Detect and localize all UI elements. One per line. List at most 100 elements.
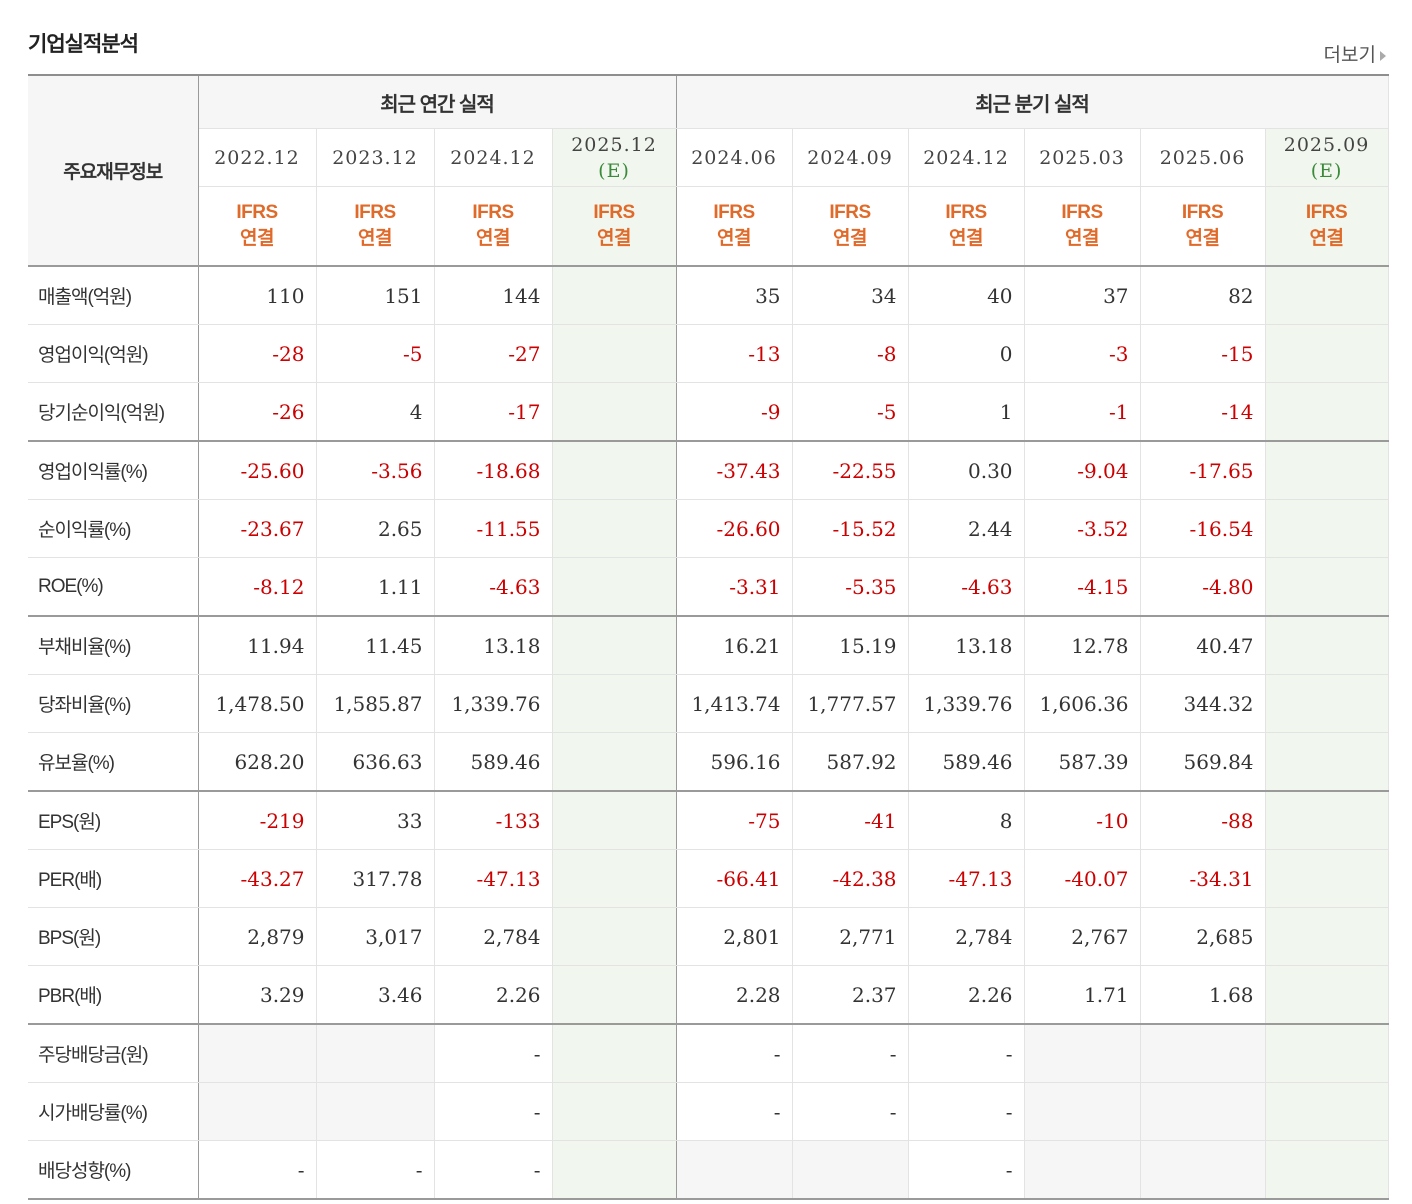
table-row: 영업이익률(%) -25.60 -3.56 -18.68 -37.43 -22.55 0.3… [28, 441, 1389, 500]
table-cell: 1,339.76 [908, 674, 1025, 733]
table-cell [1140, 1024, 1266, 1083]
table-cell: 1,478.50 [198, 674, 317, 733]
table-cell: 1.11 [316, 557, 435, 617]
table-cell [552, 849, 677, 908]
table-cell: - [792, 1082, 909, 1141]
ifrs-label: IFRS [472, 202, 514, 223]
table-cell: -15 [1140, 324, 1266, 383]
table-cell: 37 [1024, 266, 1141, 325]
column-ifrs: IFRS 연결 [316, 186, 435, 267]
date-label: 2025.12 [571, 133, 657, 156]
table-cell: 13.18 [908, 616, 1025, 675]
estimate-label: (E) [598, 159, 630, 182]
more-link[interactable]: 더보기 [1324, 40, 1386, 67]
estimate-label: (E) [1310, 159, 1343, 182]
table-cell: 2,784 [908, 907, 1025, 966]
table-cell [1024, 1140, 1141, 1200]
table-cell: -16.54 [1140, 499, 1266, 558]
table-cell [1265, 1082, 1389, 1141]
table-cell: 35 [676, 266, 793, 325]
table-cell [552, 1024, 677, 1083]
table-cell [552, 1140, 677, 1200]
table-cell: 11.45 [316, 616, 435, 675]
date-label: 2025.09 [1283, 133, 1370, 156]
table-cell: -3.52 [1024, 499, 1141, 558]
table-cell: - [434, 1024, 553, 1083]
table-cell: 33 [316, 791, 435, 850]
table-cell: 2,767 [1024, 907, 1141, 966]
table-cell: -133 [434, 791, 553, 850]
table-cell: - [908, 1140, 1025, 1200]
table-cell [198, 1082, 317, 1141]
ifrs-label: IFRS [1181, 202, 1224, 223]
table-cell: -34.31 [1140, 849, 1266, 908]
row-label: EPS(원) [28, 791, 199, 850]
table-cell: 1.68 [1140, 965, 1266, 1025]
table-cell: 596.16 [676, 732, 793, 792]
table-cell: -26 [198, 382, 317, 442]
table-cell: 40 [908, 266, 1025, 325]
row-label: PBR(배) [28, 965, 199, 1025]
column-ifrs: IFRS 연결 [792, 186, 909, 267]
table-cell: -5 [316, 324, 435, 383]
table-row: 영업이익(억원) -28 -5 -27 -13 -8 0 -3 -15 [28, 324, 1389, 383]
table-cell: -26.60 [676, 499, 793, 558]
table-row: 당기순이익(억원) -26 4 -17 -9 -5 1 -1 -14 [28, 382, 1389, 442]
table-cell [1265, 674, 1389, 733]
quarter-group-header: 최근 분기 실적 [676, 74, 1389, 129]
table-cell [676, 1140, 793, 1200]
table-cell: -23.67 [198, 499, 317, 558]
table-row: PER(배) -43.27 317.78 -47.13 -66.41 -42.38 -47.… [28, 849, 1389, 908]
table-cell: -42.38 [792, 849, 909, 908]
table-cell: -4.63 [908, 557, 1025, 617]
table-cell [1140, 1140, 1266, 1200]
table-cell: -11.55 [434, 499, 553, 558]
table-cell [792, 1140, 909, 1200]
consolidated-label: 연결 [240, 228, 274, 249]
date-label: 2024.12 [923, 146, 1009, 169]
consolidated-label: 연결 [1065, 228, 1099, 249]
table-cell: -15.52 [792, 499, 909, 558]
table-cell [552, 382, 677, 442]
column-date: 2025.06 [1140, 128, 1266, 187]
table-cell [552, 1082, 677, 1141]
table-cell [1265, 324, 1389, 383]
table-cell: 1,606.36 [1024, 674, 1141, 733]
table-row: ROE(%) -8.12 1.11 -4.63 -3.31 -5.35 -4.63 -4.15… [28, 557, 1389, 617]
table-cell: 317.78 [316, 849, 435, 908]
column-ifrs: IFRS 연결 [1140, 186, 1266, 267]
table-cell [316, 1024, 435, 1083]
table-cell: -9.04 [1024, 441, 1141, 500]
table-cell [316, 1082, 435, 1141]
table-cell: 34 [792, 266, 909, 325]
table-cell: 569.84 [1140, 732, 1266, 792]
table-cell: -8.12 [198, 557, 317, 617]
table-cell: 1 [908, 382, 1025, 442]
column-ifrs: IFRS 연결 [908, 186, 1025, 267]
ifrs-label: IFRS [1305, 202, 1348, 223]
table-row: 매출액(억원) 110 151 144 35 34 40 37 82 [28, 266, 1389, 325]
table-cell: 13.18 [434, 616, 553, 675]
table-cell: -13 [676, 324, 793, 383]
table-row: 주당배당금(원) - - - - [28, 1024, 1389, 1083]
table-cell: 1,585.87 [316, 674, 435, 733]
consolidated-label: 연결 [358, 228, 392, 249]
column-date: 2022.12 [198, 128, 317, 187]
table-cell: -75 [676, 791, 793, 850]
row-label: 영업이익(억원) [28, 324, 199, 383]
table-cell [1265, 557, 1389, 617]
ifrs-label: IFRS [945, 202, 987, 223]
table-cell: -9 [676, 382, 793, 442]
table-row: 순이익률(%) -23.67 2.65 -11.55 -26.60 -15.52 2.44-… [28, 499, 1389, 558]
table-cell: -17.65 [1140, 441, 1266, 500]
table-cell: 11.94 [198, 616, 317, 675]
table-cell: -43.27 [198, 849, 317, 908]
table-cell: - [316, 1140, 435, 1200]
table-cell: 2.28 [676, 965, 793, 1025]
table-cell: -4.63 [434, 557, 553, 617]
table-cell: - [908, 1082, 1025, 1141]
table-cell [1265, 907, 1389, 966]
table-cell: - [434, 1082, 553, 1141]
table-cell [1024, 1082, 1141, 1141]
table-cell: 2,784 [434, 907, 553, 966]
